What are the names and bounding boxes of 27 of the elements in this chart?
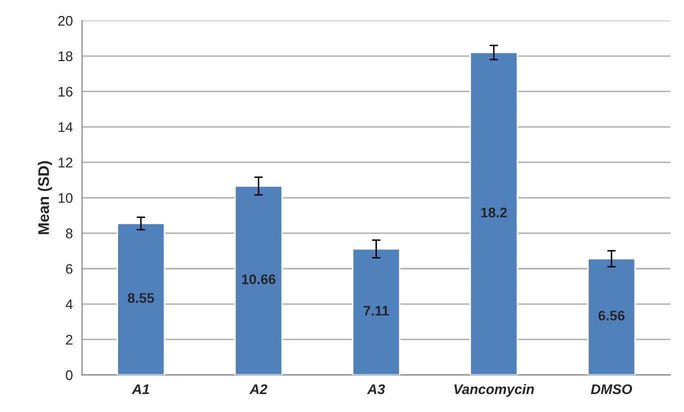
x-tick-label: Vancomycin [454, 384, 534, 397]
y-tick-label: 20 [58, 16, 73, 26]
data-label: 6.56 [598, 310, 625, 321]
data-label: 18.2 [481, 208, 507, 218]
x-tick-label: DMSO [590, 384, 632, 394]
data-label: 7.11 [364, 306, 389, 316]
y-tick-label: 12 [58, 158, 72, 168]
bar [352, 248, 400, 375]
x-tick-label: A1 [132, 384, 150, 394]
bar [587, 258, 636, 375]
y-tick-label: 6 [66, 264, 72, 274]
data-label: 10.66 [242, 274, 276, 284]
y-tick-label: 18 [58, 51, 72, 62]
bar [234, 185, 283, 375]
y-tick-label: 16 [58, 86, 72, 97]
y-tick-label: 14 [58, 122, 73, 132]
y-tick-label: 8 [66, 228, 72, 238]
y-tick-label: 10 [58, 193, 73, 203]
bar [470, 52, 518, 375]
bar [116, 222, 166, 375]
x-tick-label: A2 [249, 384, 268, 394]
y-tick-label: 4 [66, 300, 73, 310]
y-axis-title: Mean (SD) [38, 161, 52, 234]
data-label: 8.55 [128, 293, 154, 303]
x-tick-label: A3 [367, 384, 385, 394]
y-tick-label: 0 [66, 370, 73, 380]
y-tick-label: 2 [66, 334, 72, 345]
